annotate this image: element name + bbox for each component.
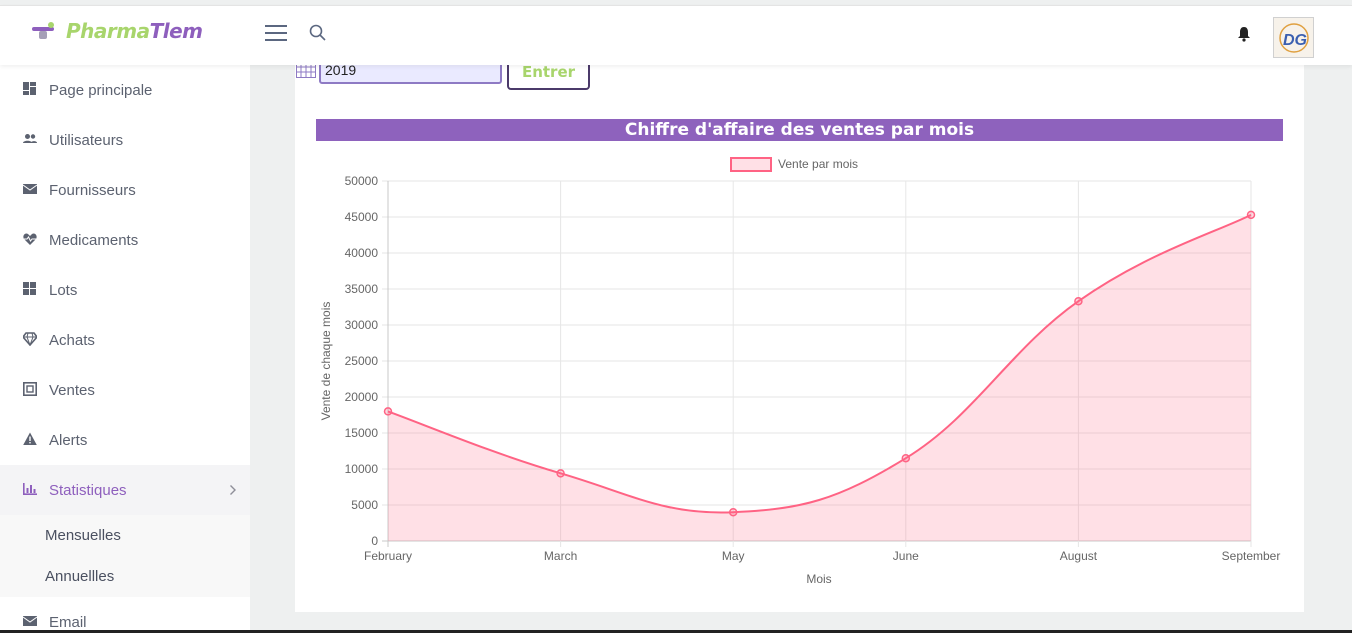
- sidebar-item-label: Achats: [49, 331, 95, 349]
- sidebar-item-lots[interactable]: Lots: [0, 265, 250, 315]
- user-avatar[interactable]: DG: [1273, 17, 1314, 58]
- sidebar-item-label: Alerts: [49, 431, 88, 449]
- page-gutter: [1335, 65, 1352, 633]
- app-logo[interactable]: PharmaTlem: [30, 19, 203, 43]
- statistiques-submenu: Mensuelles Annuellles: [0, 515, 250, 597]
- sidebar-item-label: Page principale: [49, 81, 153, 99]
- sidebar-item-utilisateurs[interactable]: Utilisateurs: [0, 115, 250, 165]
- mail-icon: [23, 184, 37, 194]
- window-bottom-edge: [0, 630, 1352, 633]
- users-icon: [23, 134, 37, 143]
- dashboard-icon: [23, 82, 36, 95]
- sidebar-item-label: Statistiques: [49, 481, 127, 499]
- sidebar-item-email[interactable]: Email: [0, 597, 250, 633]
- sidebar-item-achats[interactable]: Achats: [0, 315, 250, 365]
- sidebar-item-statistiques[interactable]: Statistiques: [0, 465, 250, 515]
- avatar-initials: DG: [1283, 32, 1307, 49]
- main-card: [295, 65, 1304, 612]
- sidebar-item-label: Email: [49, 613, 87, 631]
- mail-icon: [23, 616, 37, 626]
- sidebar: Page principale Utilisateurs Fournisseur…: [0, 65, 250, 633]
- sidebar-item-medicaments[interactable]: Medicaments: [0, 215, 250, 265]
- sidebar-item-label: Lots: [49, 281, 78, 299]
- app-name-part1: Pharma: [66, 19, 150, 43]
- top-bar: PharmaTlem DG: [0, 5, 1352, 65]
- menu-toggle-icon[interactable]: [265, 25, 289, 43]
- sidebar-item-ventes[interactable]: Ventes: [0, 365, 250, 415]
- chevron-right-icon: [230, 485, 236, 495]
- notification-bell-icon[interactable]: [1237, 26, 1251, 42]
- sidebar-item-label: Ventes: [49, 381, 95, 399]
- sidebar-item-label: Utilisateurs: [49, 131, 124, 149]
- pharmacy-logo-icon: [32, 22, 54, 39]
- heartbeat-icon: [23, 233, 37, 245]
- sidebar-item-fournisseurs[interactable]: Fournisseurs: [0, 165, 250, 215]
- diamond-icon: [23, 332, 37, 346]
- warning-icon: [23, 432, 37, 445]
- sidebar-item-label: Medicaments: [49, 231, 139, 249]
- submenu-item-annuelles[interactable]: Annuellles: [45, 568, 115, 585]
- register-icon: [23, 382, 37, 396]
- search-icon[interactable]: [309, 24, 327, 42]
- sidebar-item-page-principale[interactable]: Page principale: [0, 65, 250, 115]
- app-name-part2: Tlem: [149, 19, 203, 43]
- avatar-image: DG: [1279, 23, 1309, 53]
- bar-chart-icon: [23, 483, 37, 495]
- sidebar-item-alerts[interactable]: Alerts: [0, 415, 250, 465]
- submenu-item-mensuelles[interactable]: Mensuelles: [45, 527, 121, 544]
- app-name: PharmaTlem: [66, 19, 203, 43]
- boxes-icon: [23, 282, 36, 295]
- chart-title: Chiffre d'affaire des ventes par mois: [316, 119, 1283, 141]
- sidebar-item-label: Fournisseurs: [49, 181, 136, 199]
